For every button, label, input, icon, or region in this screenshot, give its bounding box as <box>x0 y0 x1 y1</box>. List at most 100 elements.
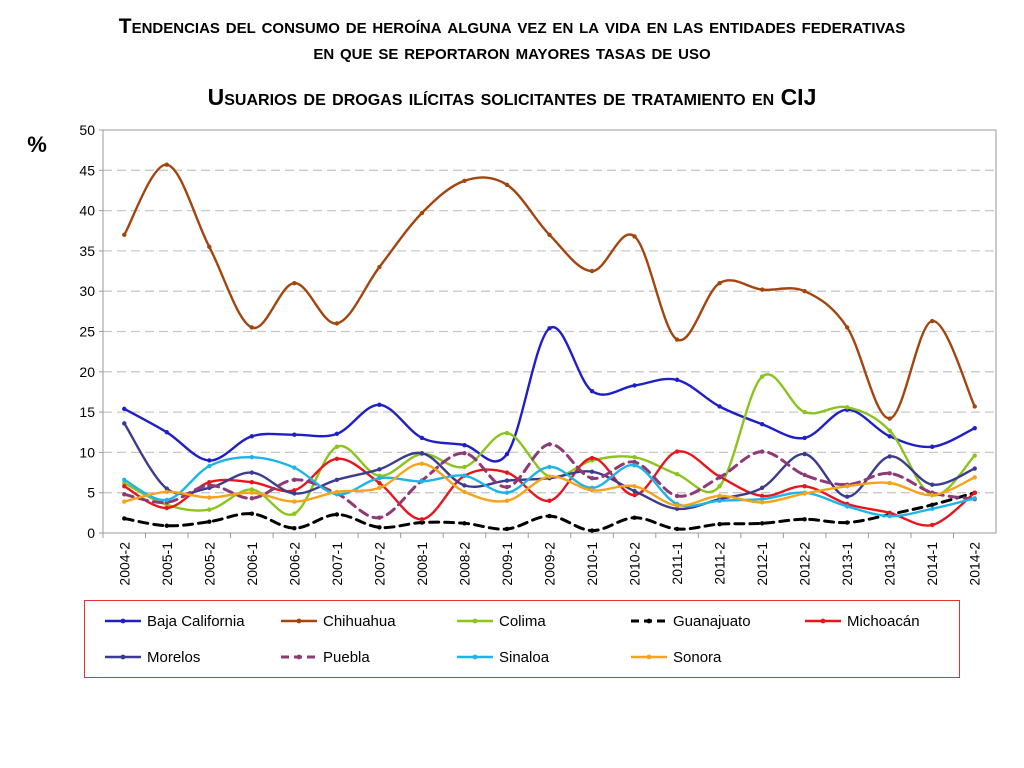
data-point-guanajuato <box>419 520 425 525</box>
data-point-michoacan <box>589 455 595 461</box>
legend-swatch <box>457 654 493 660</box>
legend-item-baja-california: Baja California <box>103 611 245 631</box>
legend-item-colima: Colima <box>455 611 546 631</box>
y-tick-label: 5 <box>87 485 95 501</box>
data-point-morelos <box>249 470 255 475</box>
data-point-puebla <box>547 442 552 447</box>
data-point-baja-california <box>164 430 169 435</box>
data-point-baja-california <box>632 383 637 388</box>
data-point-guanajuato <box>844 520 850 525</box>
data-point-sinaloa <box>717 498 722 503</box>
data-point-morelos <box>930 482 935 487</box>
data-point-puebla <box>632 459 637 465</box>
data-point-guanajuato <box>930 502 935 507</box>
y-tick-label: 50 <box>79 122 95 138</box>
data-point-baja-california <box>504 451 510 457</box>
data-point-baja-california <box>717 404 722 409</box>
legend-item-chihuahua: Chihuahua <box>279 611 396 631</box>
data-point-morelos <box>972 466 977 471</box>
legend-label: Sinaloa <box>499 648 550 666</box>
data-point-michoacan <box>207 480 212 485</box>
data-point-guanajuato <box>292 525 297 531</box>
x-tick-label: 2005-1 <box>159 542 175 586</box>
data-point-sinaloa <box>122 477 127 483</box>
data-point-sonora <box>802 491 807 496</box>
data-point-sonora <box>632 484 637 489</box>
x-tick-label: 2009-2 <box>542 542 558 586</box>
data-point-colima <box>249 487 255 492</box>
data-point-sonora <box>419 461 425 466</box>
x-tick-label: 2004-2 <box>116 542 132 586</box>
legend-swatch <box>457 618 493 624</box>
data-point-baja-california <box>589 388 595 394</box>
data-point-morelos <box>589 469 595 474</box>
legend-label: Morelos <box>147 648 201 666</box>
x-tick-label: 2007-1 <box>329 542 345 586</box>
data-point-sinaloa <box>972 496 977 501</box>
data-point-sonora <box>547 474 552 479</box>
data-point-baja-california <box>207 458 212 463</box>
data-point-colima <box>207 507 212 512</box>
data-point-sinaloa <box>377 475 382 481</box>
data-point-sinaloa <box>547 464 552 470</box>
data-point-chihuahua <box>759 287 765 292</box>
legend-item-sinaloa: Sinaloa <box>455 647 549 667</box>
data-point-sinaloa <box>292 465 297 470</box>
legend-swatch <box>105 654 141 660</box>
x-tick-label: 2010-2 <box>627 542 643 586</box>
data-point-sonora <box>462 489 467 495</box>
legend-label: Puebla <box>323 648 370 666</box>
data-point-baja-california <box>547 326 552 331</box>
data-point-baja-california <box>122 406 127 412</box>
data-point-sinaloa <box>504 490 510 495</box>
x-tick-label: 2010-1 <box>584 542 600 586</box>
data-point-morelos <box>504 478 510 483</box>
y-axis-label: % <box>27 132 47 157</box>
data-point-michoacan <box>504 470 510 475</box>
data-point-sonora <box>589 488 595 493</box>
data-point-guanajuato <box>504 526 510 532</box>
data-point-chihuahua <box>972 404 977 409</box>
data-point-chihuahua <box>164 162 169 167</box>
data-point-sinaloa <box>462 473 467 478</box>
x-tick-label: 2008-2 <box>456 542 472 586</box>
y-tick-label: 0 <box>87 525 95 541</box>
data-point-colima <box>717 484 722 489</box>
x-tick-label: 2009-1 <box>499 542 515 586</box>
data-point-puebla <box>249 496 255 501</box>
data-point-sonora <box>674 503 680 508</box>
data-point-chihuahua <box>334 321 340 326</box>
y-tick-label: 35 <box>79 243 95 259</box>
data-point-puebla <box>887 471 892 476</box>
x-tick-label: 2012-1 <box>754 542 770 586</box>
x-tick-label: 2014-1 <box>924 542 940 586</box>
data-point-colima <box>462 464 467 470</box>
data-point-michoacan <box>334 456 340 462</box>
data-point-chihuahua <box>887 416 892 421</box>
data-point-baja-california <box>972 426 977 431</box>
data-point-puebla <box>759 449 765 454</box>
x-tick-label: 2013-2 <box>882 542 898 586</box>
data-point-sinaloa <box>164 497 169 503</box>
data-point-chihuahua <box>504 182 510 188</box>
x-tick-label: 2008-1 <box>414 542 430 586</box>
data-point-michoacan <box>164 505 169 511</box>
data-point-baja-california <box>334 431 340 437</box>
data-point-puebla <box>462 451 467 456</box>
data-point-puebla <box>377 515 382 520</box>
y-tick-label: 25 <box>79 324 95 340</box>
data-point-sonora <box>334 489 340 495</box>
chart-title-line1: Tendencias del consumo de heroína alguna… <box>118 15 906 38</box>
x-tick-label: 2013-1 <box>839 542 855 586</box>
data-point-morelos <box>462 483 467 488</box>
data-point-colima <box>887 428 892 433</box>
data-point-guanajuato <box>377 525 382 530</box>
data-point-guanajuato <box>249 511 255 516</box>
y-tick-label: 15 <box>79 404 95 420</box>
data-point-colima <box>632 455 637 460</box>
data-point-puebla <box>207 483 212 488</box>
data-point-sonora <box>504 498 510 503</box>
data-point-sinaloa <box>930 506 935 512</box>
data-point-sonora <box>717 493 722 499</box>
legend-swatch <box>105 618 141 624</box>
